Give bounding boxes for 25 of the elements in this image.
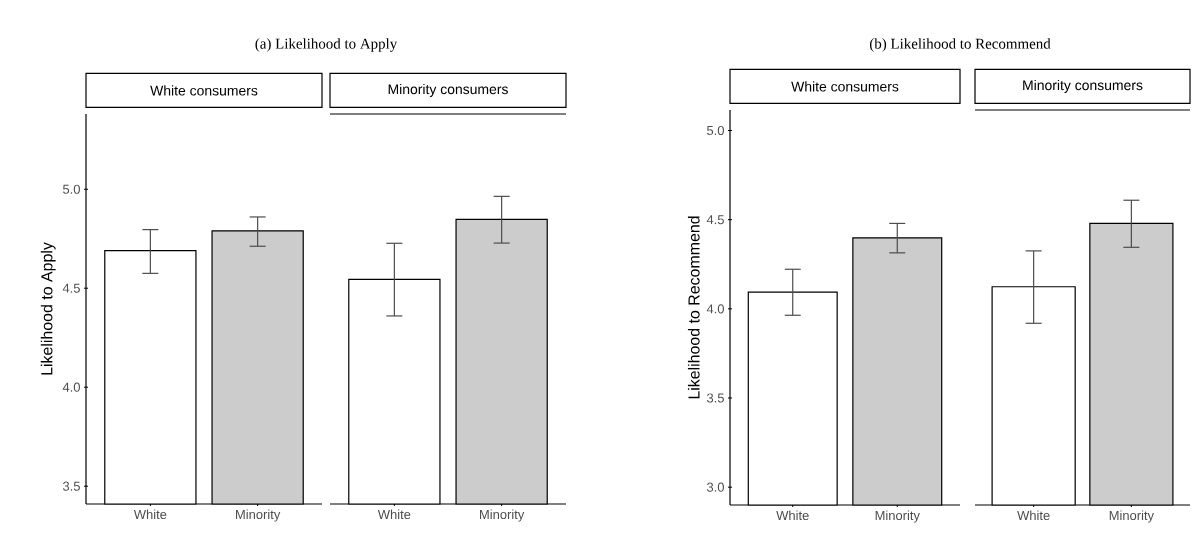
- y-tick-label: 4.0: [706, 304, 724, 314]
- y-tick-label: 5.0: [707, 125, 724, 136]
- y-tick-label: 5.0: [62, 184, 80, 194]
- chart-subtitle: Minority consumers: [1023, 79, 1143, 93]
- x-tick-label: White: [776, 510, 809, 521]
- x-tick-label: Minority: [875, 510, 920, 523]
- chart-subtitle: Minority consumers: [388, 83, 508, 97]
- x-tick-label: Minority: [1109, 510, 1155, 523]
- x-tick-label: Minority: [480, 509, 525, 522]
- y-tick-label: 4.5: [706, 215, 724, 225]
- y-tick-label: 3.0: [706, 482, 724, 492]
- chart-subtitle: White consumers: [791, 81, 899, 92]
- y-tick-label: 3.5: [62, 481, 80, 491]
- y-tick-label: 4.5: [62, 283, 80, 293]
- y-axis-title: Likelihood to Apply: [40, 242, 56, 375]
- y-tick-label: 3.5: [706, 393, 724, 403]
- x-tick-label: White: [133, 509, 167, 520]
- x-tick-label: White: [377, 509, 411, 520]
- y-axis-title: Likelihood to Recommend: [687, 216, 700, 399]
- chart-subtitle: White consumers: [150, 85, 258, 96]
- chart-title: (a) Likelihood to Apply: [255, 38, 398, 52]
- chart-title: (b) Likelihood to Recommend: [869, 38, 1051, 52]
- y-tick-label: 4.0: [62, 382, 80, 392]
- x-tick-label: Minority: [236, 509, 281, 522]
- x-tick-label: White: [1017, 510, 1050, 521]
